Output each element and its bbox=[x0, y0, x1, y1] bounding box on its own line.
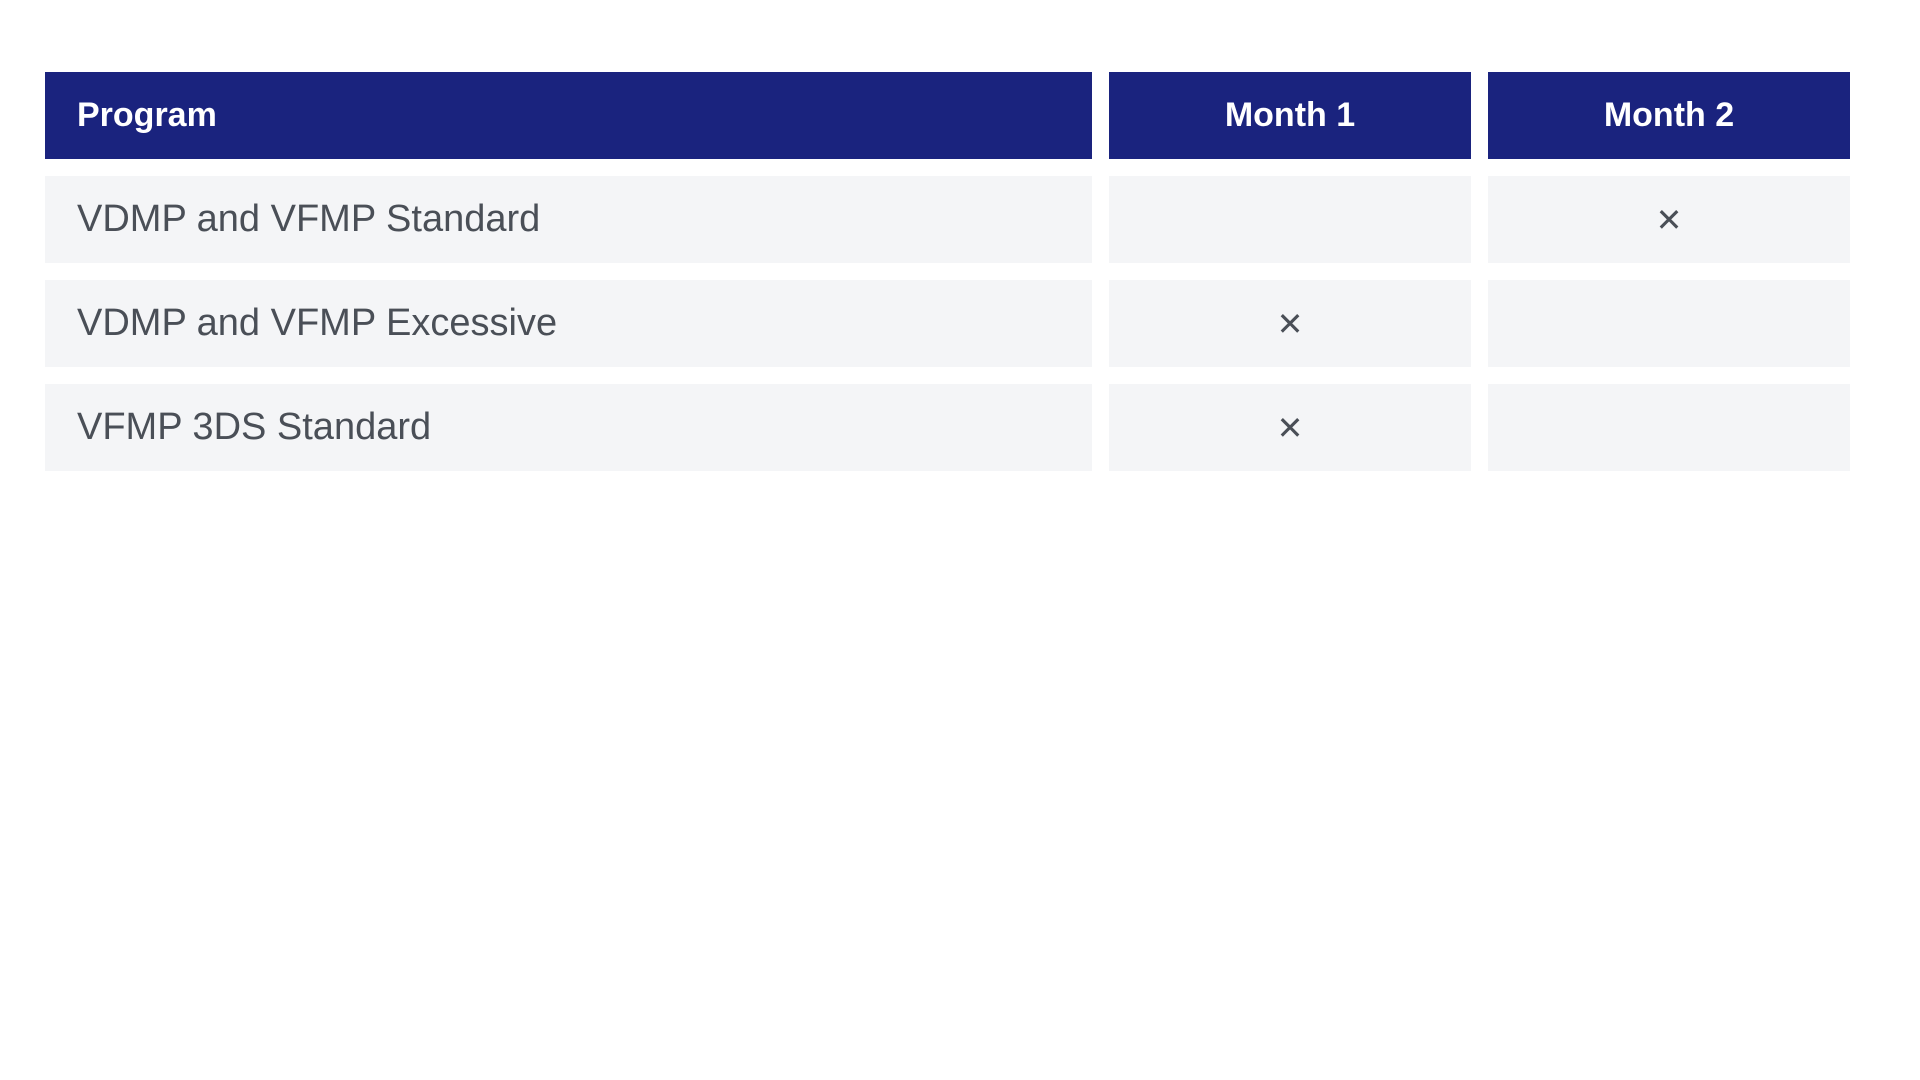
header-month1: Month 1 bbox=[1109, 72, 1471, 159]
x-mark-icon: ✕ bbox=[1277, 305, 1304, 343]
cell-program: VDMP and VFMP Standard bbox=[45, 176, 1092, 263]
table-header-row: Program Month 1 Month 2 bbox=[45, 72, 1875, 159]
header-month2: Month 2 bbox=[1488, 72, 1850, 159]
cell-program: VFMP 3DS Standard bbox=[45, 384, 1092, 471]
program-label: VDMP and VFMP Standard bbox=[77, 198, 540, 241]
program-label: VDMP and VFMP Excessive bbox=[77, 302, 557, 345]
header-program-label: Program bbox=[77, 96, 217, 135]
program-label: VFMP 3DS Standard bbox=[77, 406, 431, 449]
cell-month2: ✕ bbox=[1488, 176, 1850, 263]
cell-month1 bbox=[1109, 176, 1471, 263]
cell-month1: ✕ bbox=[1109, 280, 1471, 367]
cell-program: VDMP and VFMP Excessive bbox=[45, 280, 1092, 367]
x-mark-icon: ✕ bbox=[1656, 201, 1683, 239]
table-row: VDMP and VFMP Excessive ✕ bbox=[45, 280, 1875, 367]
x-mark-icon: ✕ bbox=[1277, 409, 1304, 447]
program-table: Program Month 1 Month 2 VDMP and VFMP St… bbox=[45, 72, 1875, 471]
table-row: VDMP and VFMP Standard ✕ bbox=[45, 176, 1875, 263]
header-month2-label: Month 2 bbox=[1604, 96, 1734, 135]
table-row: VFMP 3DS Standard ✕ bbox=[45, 384, 1875, 471]
header-program: Program bbox=[45, 72, 1092, 159]
cell-month2 bbox=[1488, 384, 1850, 471]
header-month1-label: Month 1 bbox=[1225, 96, 1355, 135]
cell-month2 bbox=[1488, 280, 1850, 367]
cell-month1: ✕ bbox=[1109, 384, 1471, 471]
